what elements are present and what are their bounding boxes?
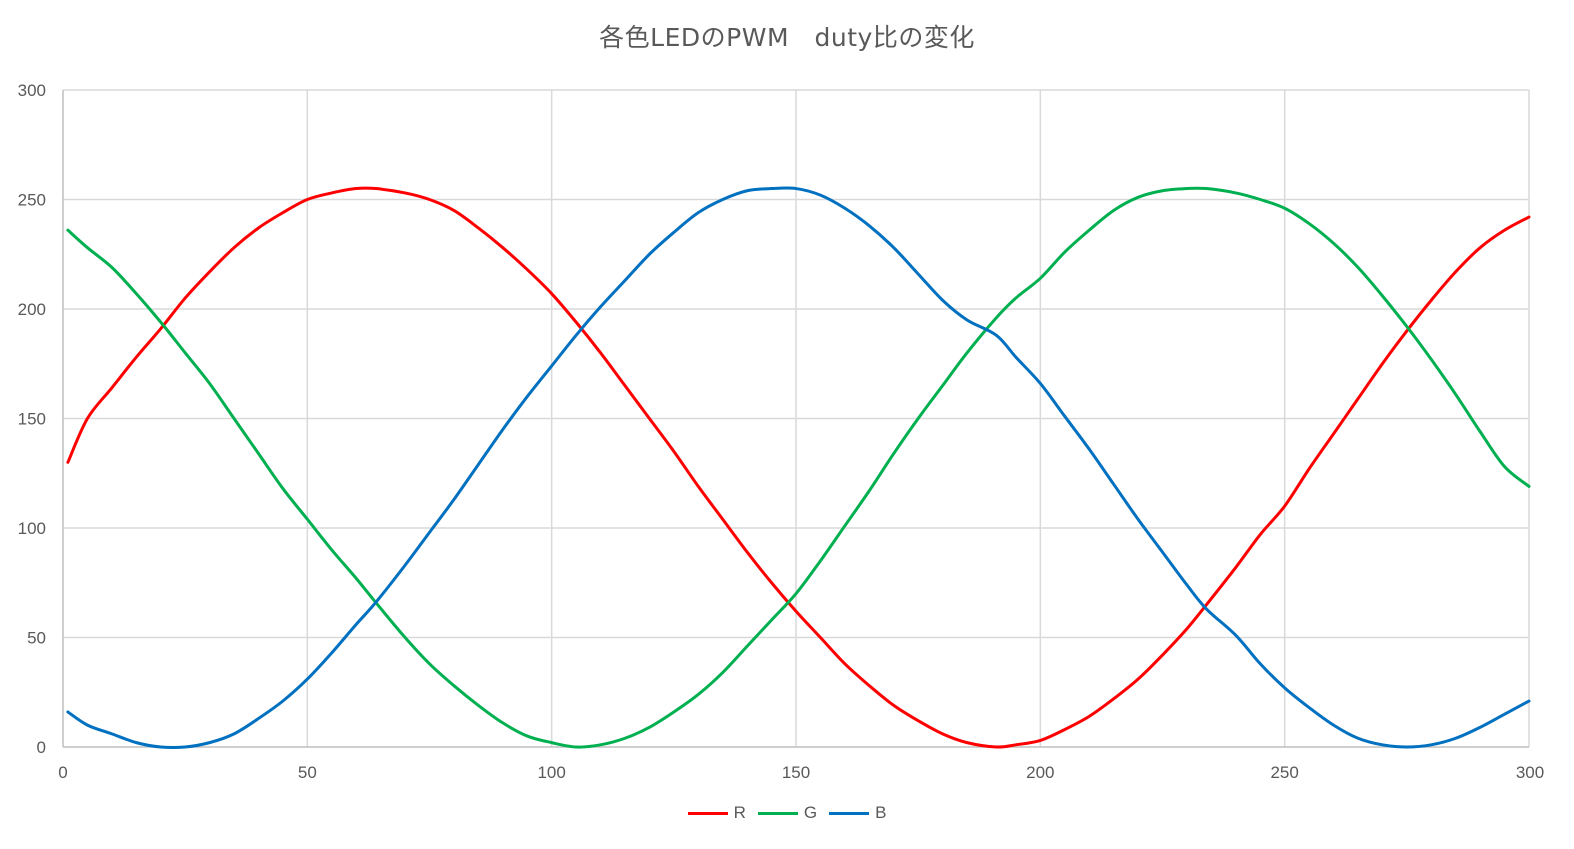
x-tick-label: 0 bbox=[58, 763, 67, 782]
y-tick-labels: 0 50 100 150 200 250 300 bbox=[18, 81, 46, 757]
legend-swatch bbox=[757, 811, 798, 815]
legend-label: G bbox=[803, 803, 818, 822]
chart-title: 各色LEDのPWM duty比の変化 bbox=[599, 23, 975, 52]
y-tick-label: 0 bbox=[37, 738, 46, 757]
y-tick-label: 50 bbox=[27, 629, 46, 648]
series-line-g bbox=[66, 186, 1531, 749]
y-tick-label: 250 bbox=[18, 191, 46, 210]
x-tick-labels: 0 50 100 150 200 250 300 bbox=[58, 763, 1544, 782]
legend-swatch bbox=[829, 811, 870, 815]
series-line-b bbox=[66, 186, 1531, 750]
y-tick-label: 200 bbox=[18, 300, 46, 319]
legend-item-b: B bbox=[829, 803, 886, 823]
y-tick-label: 150 bbox=[18, 410, 46, 429]
legend-label: R bbox=[733, 803, 746, 822]
series-lines bbox=[66, 186, 1531, 750]
legend-item-g: G bbox=[757, 803, 818, 823]
x-tick-label: 150 bbox=[782, 763, 810, 782]
x-tick-label: 50 bbox=[298, 763, 317, 782]
series-line-r bbox=[66, 186, 1531, 749]
x-tick-label: 250 bbox=[1270, 763, 1298, 782]
y-tick-label: 300 bbox=[18, 81, 46, 100]
legend-item-r: R bbox=[687, 803, 746, 823]
x-tick-label: 300 bbox=[1516, 763, 1544, 782]
legend-label: B bbox=[875, 803, 887, 822]
x-tick-label: 200 bbox=[1026, 763, 1054, 782]
legend-swatch bbox=[687, 811, 728, 815]
y-tick-label: 100 bbox=[18, 519, 46, 538]
x-tick-label: 100 bbox=[537, 763, 565, 782]
axes bbox=[62, 90, 1529, 748]
